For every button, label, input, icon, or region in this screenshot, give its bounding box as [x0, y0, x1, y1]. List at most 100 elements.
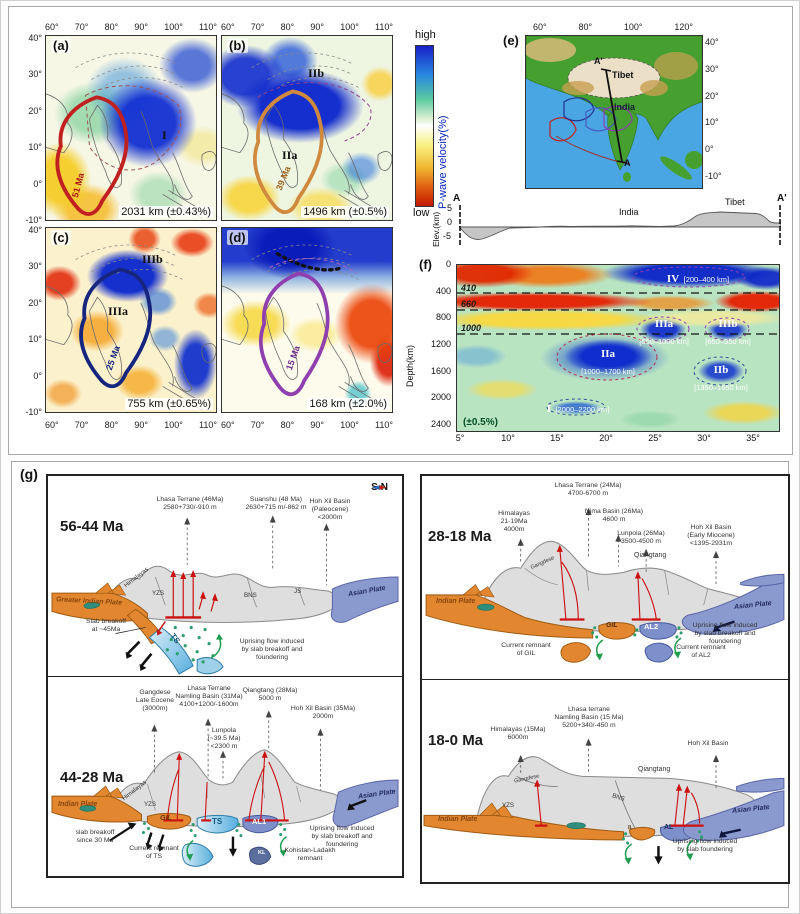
india-label: India — [614, 102, 636, 112]
ann-hoh-xil-basin: Hoh Xil Basin — [687, 740, 729, 747]
ann-hoh-xil-35: Hoh Xil Basin (35Ma) 2000m — [290, 705, 356, 721]
panel-b-label: (b) — [227, 38, 248, 53]
remnant-al2-note: Current remnant of AL2 — [676, 644, 726, 660]
remnant-ts-note: Current remnant of TS — [129, 845, 179, 861]
tomography-box: 60° 70° 80° 90° 100° 110° 60° 70° 80° 90° 100° 110… — [8, 6, 793, 455]
anomaly-label-IIa: IIa — [282, 148, 298, 162]
ann-nima: Nima Basin (26Ma) 4600 m — [584, 508, 644, 524]
yzs-label: YZS — [152, 590, 165, 597]
compass-icon — [371, 485, 388, 490]
elev-tick-5: 5 — [447, 203, 453, 213]
cartoon3-art — [425, 507, 785, 663]
gil-slab-label: GIL — [606, 622, 618, 629]
ann-hoh-xil: Hoh Xil Basin (Paleocene) <2000m — [309, 498, 351, 522]
panel-b-overlay — [222, 52, 392, 219]
cartoon-56-44: 56-44 Ma S N Lhasa Terrane (46Ma) 2580+7… — [48, 476, 402, 677]
lon-axis-bottom-d: 60° 70° 80° 90° 100° 110° — [221, 420, 393, 430]
cartoon-box-right: 28-18 Ma Himalayas 21-19Ma 4000m Lhasa T… — [420, 474, 790, 884]
panel-d-label: (d) — [227, 230, 248, 245]
anomaly-label-IIb: IIb — [308, 66, 325, 80]
lon-axis-top-a: 60° 70° 80° 90° 100° 110° — [45, 22, 217, 32]
anomaly-I: I [2000–2200 km] — [546, 403, 610, 415]
map-panel-d: (d) 15 Ma 168 km (±2.0%) — [221, 227, 393, 413]
lon-axis-bottom-c: 60° 70° 80° 90° 100° 110° — [45, 420, 217, 430]
panel-f-axis-title: Depth(km) — [405, 344, 415, 387]
cartoon2-title: 44-28 Ma — [60, 769, 124, 786]
anomaly-label-I: I — [162, 128, 167, 142]
kl-label: KL — [258, 850, 266, 856]
gil-slab-label: GIL — [160, 815, 172, 822]
profile-aprime-label: A' — [777, 193, 787, 204]
cartoon-18-0: 18-0 Ma Himalayas (15Ma) 6000m Lhasa ter… — [422, 680, 788, 883]
discontinuity-1000: 1000 — [461, 323, 482, 333]
discontinuity-410: 410 — [461, 283, 477, 293]
cartoon-28-18: 28-18 Ma Himalayas 21-19Ma 4000m Lhasa T… — [422, 476, 788, 680]
velocity-colorbar — [415, 45, 434, 207]
elev-tick-m5: -5 — [443, 231, 452, 241]
ann-namling-15: Lhasa terrane Namling Basin (15 Ma) 5200… — [554, 706, 624, 730]
al-slab-label: AL — [664, 824, 674, 831]
elevation-axis-title: Elev.(km) — [431, 211, 441, 247]
panel-c-overlay — [46, 244, 216, 411]
panel-f-label: (f) — [419, 257, 432, 272]
cartoons-box: (g) — [11, 461, 790, 908]
panel-c-depth: 755 km (±0.65%) — [125, 398, 213, 410]
panel-e-lat-axis: 40° 30° 20° 10° 0° -10° — [705, 37, 722, 181]
anomaly-IV: IV [200–400 km] — [666, 273, 730, 285]
panel-e-lon-axis: 60° 80° 100° 120° — [533, 22, 693, 32]
lat-axis-row2: 40° 30° 20° 10° 0° -10° — [25, 225, 42, 417]
panel-f-overlay — [457, 266, 779, 416]
panel-f-uncertainty: (±0.5%) — [463, 417, 498, 428]
il-slab-label: IL — [628, 825, 633, 831]
ann-namling: Lhasa Terrane Namling Basin (31Ma) 4100+… — [175, 685, 243, 709]
ann-himalayas: Himalayas 21-19Ma 4000m — [498, 510, 530, 534]
uprising-flow-note: Uprising flow induced by slab breakoff a… — [692, 622, 758, 646]
anomaly-label-IIIa: IIIa — [108, 304, 129, 318]
panel-e-label: (e) — [503, 33, 519, 48]
al2-slab-label: AL2 — [644, 622, 659, 631]
map-panel-c: (c) IIIb IIIa 25 Ma 755 km (±0.65%) — [45, 227, 217, 413]
panel-e-map-art — [526, 36, 702, 188]
panel-f-depth-axis: 0 400 800 1200 1600 2000 2400 — [430, 259, 451, 429]
ann-suanshu: Suanshu (48 Ma) 2630+715 m/-862 m — [245, 496, 307, 512]
cartoon1-title: 56-44 Ma — [60, 518, 124, 535]
panel-b-depth: 1496 km (±0.5%) — [301, 206, 389, 218]
cartoon4-art — [423, 738, 785, 865]
colorbar-title: P-wave velocity(%) — [437, 115, 449, 209]
ann-gangdese: Gangdese Late Eocene (3000m) — [135, 689, 175, 713]
ts-slab-label: TS — [212, 817, 223, 826]
qiangtang-label: Qiangtang — [634, 552, 667, 559]
profile-a-label: A — [453, 193, 461, 204]
cartoon-44-28: 44-28 Ma Gangdese Late Eocene (3000m) Lh… — [48, 677, 402, 877]
panel-g-label: (g) — [20, 466, 38, 482]
anomaly-IIa: IIa [1000–1700 km] — [581, 348, 635, 376]
uprising-flow-note: Uprising flow induced by slab breakoff a… — [239, 638, 305, 662]
map-panel-b: (b) IIb IIa 39 Ma 1496 km (±0.5%) — [221, 35, 393, 221]
indian-plate-label: Indian Plate — [438, 816, 478, 823]
ann-lhasa-terrane: Lhasa Terrane (46Ma) 2580+730/-910 m — [156, 496, 224, 512]
lon-axis-top-b: 60° 70° 80° 90° 100° 110° — [221, 22, 393, 32]
ann-himalayas-15: Himalayas (15Ma) 6000m — [490, 726, 546, 742]
kohistan-ladakh-note: Kohistan-Ladakh remnant — [284, 847, 336, 863]
cartoon4-title: 18-0 Ma — [428, 732, 484, 749]
map-panel-a: (a) I 51 Ma 2031 km (±0.43%) — [45, 35, 217, 221]
panel-a-label: (a) — [51, 38, 71, 53]
cartoon1-art — [51, 515, 399, 675]
elev-tick-0: 0 — [447, 217, 453, 227]
profile-a-marker: A — [624, 158, 631, 168]
ann-hoh-xil-miocene: Hoh Xil Basin (Early Miocene) <1395-2931… — [687, 524, 735, 548]
profile-aprime-marker: A' — [594, 56, 603, 66]
lat-axis-row1: 40° 30° 20° 10° 0° -10° — [25, 33, 42, 225]
panel-c-label: (c) — [51, 230, 71, 245]
ann-lunpola-26: Lunpola (26Ma) 3500-4500 m — [617, 530, 665, 546]
cartoon2-art — [51, 710, 399, 867]
panel-a-depth: 2031 km (±0.43%) — [119, 206, 213, 218]
anomaly-label-IIIb: IIIb — [142, 252, 163, 266]
panel-d-overlay — [222, 244, 392, 411]
al1-slab-label: AL1 — [252, 817, 267, 826]
slab-breakoff-note: slab breakoff since 30 Ma — [75, 829, 115, 845]
yzs-label: YZS — [502, 802, 515, 809]
indian-plate-label: Indian Plate — [58, 801, 98, 808]
bns-label: BNS — [244, 592, 257, 599]
